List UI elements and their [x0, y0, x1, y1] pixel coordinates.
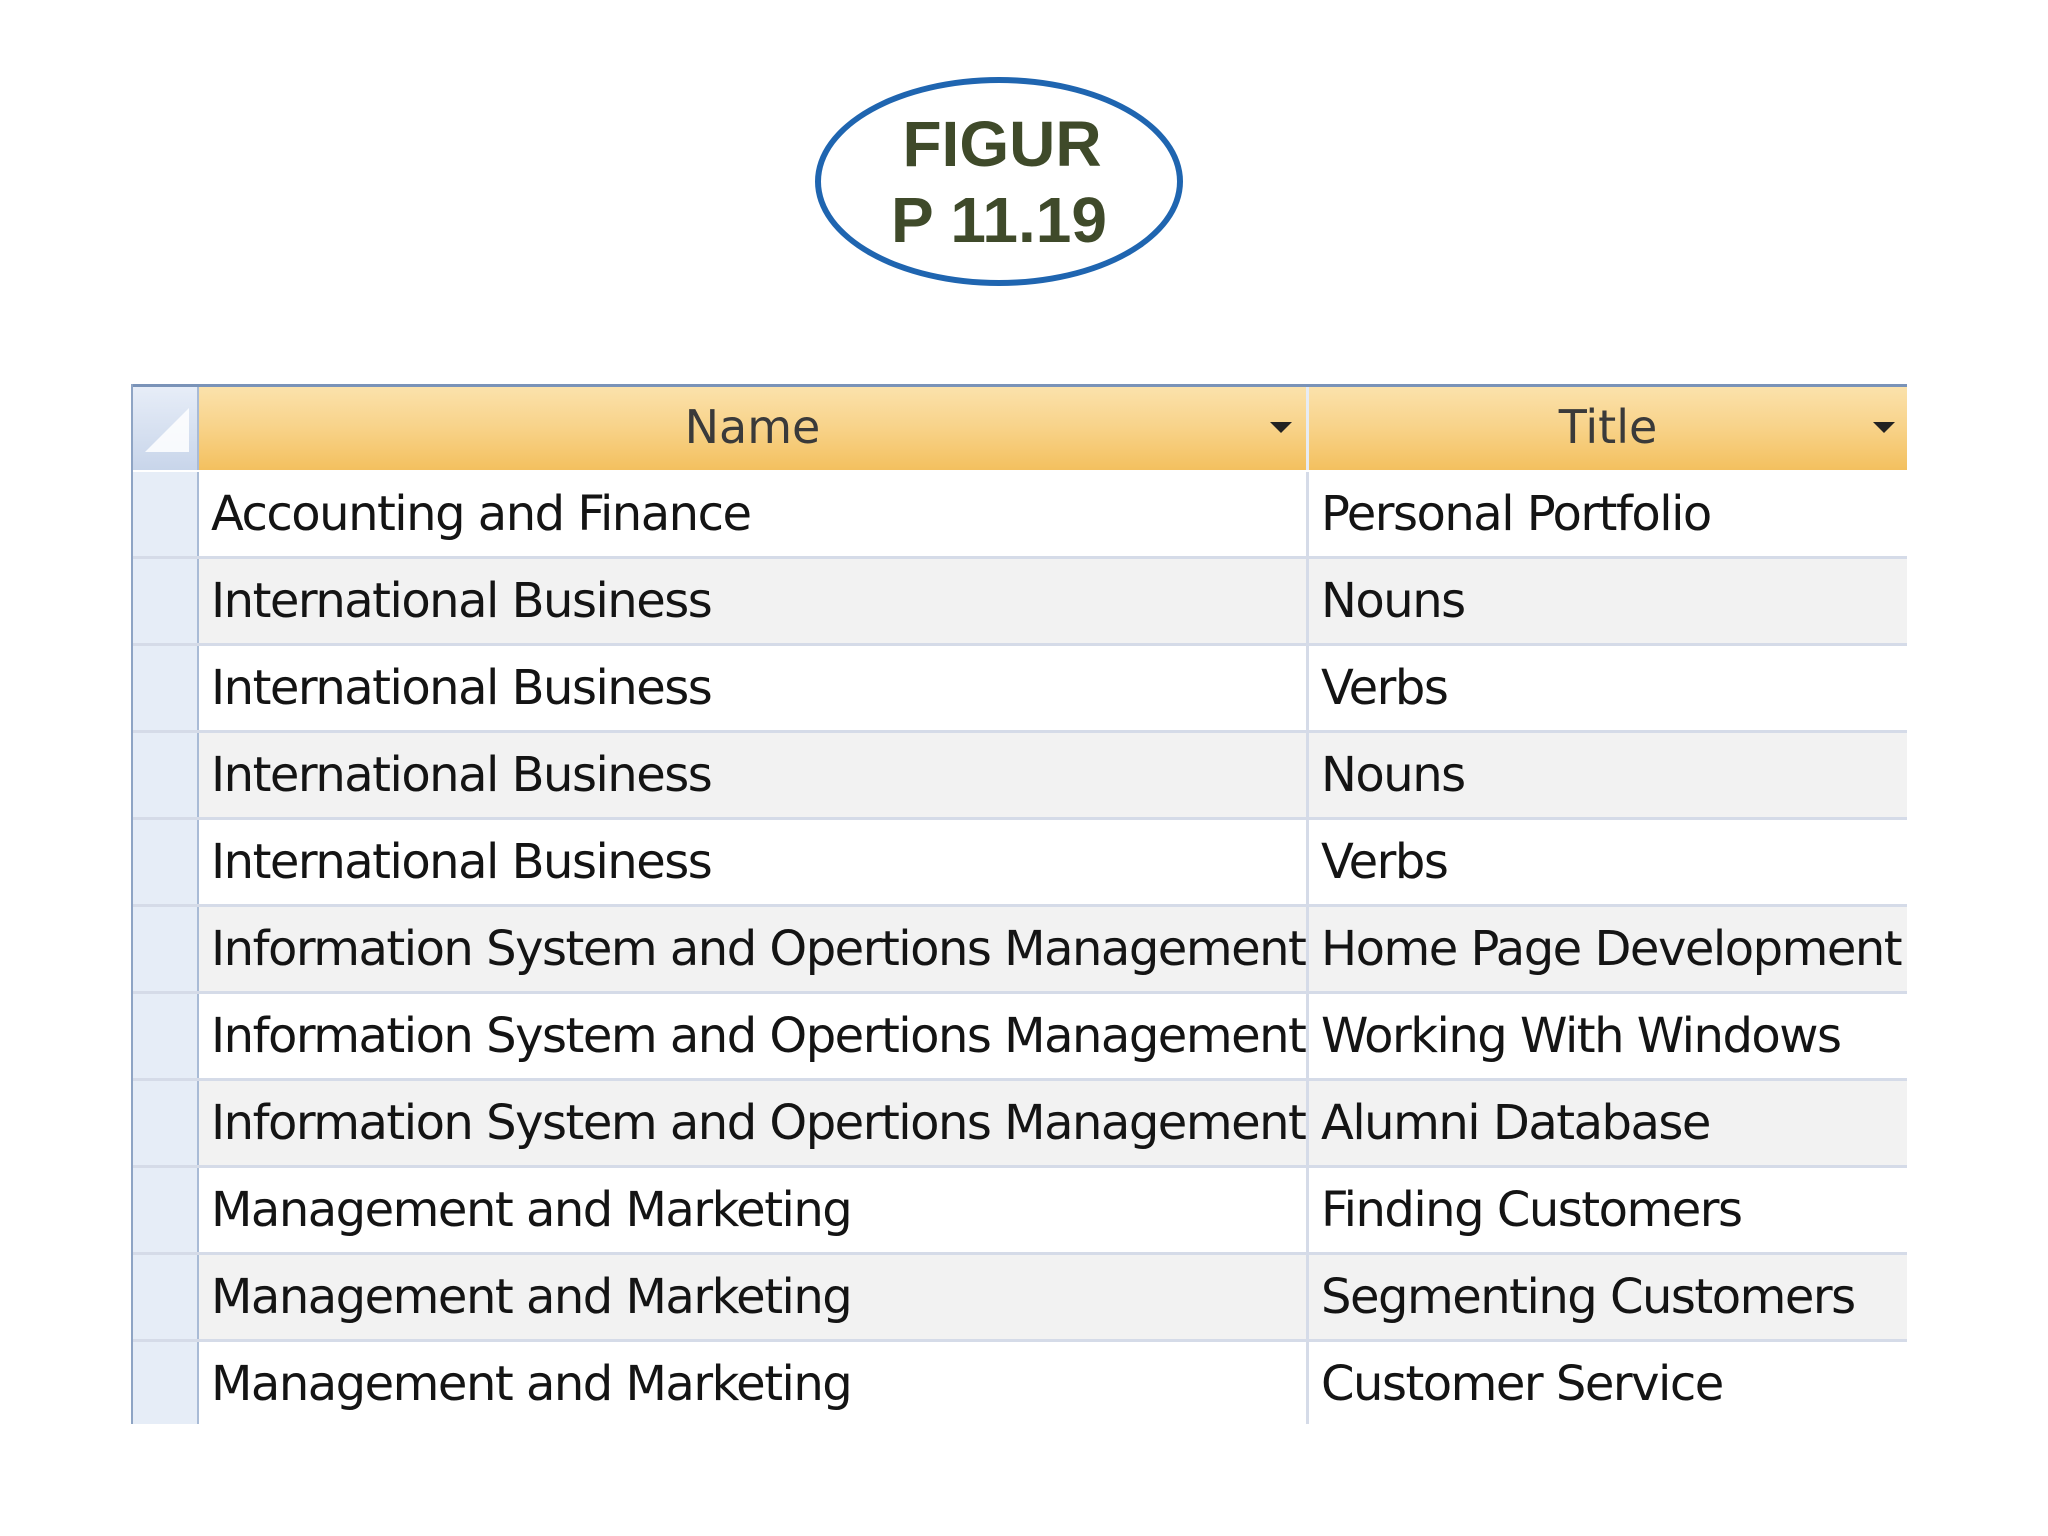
- chevron-down-icon[interactable]: [1873, 422, 1895, 433]
- column-header-title[interactable]: Title: [1309, 384, 1907, 470]
- cell-title[interactable]: Personal Portfolio: [1309, 472, 1907, 556]
- column-header-name-label: Name: [684, 400, 821, 454]
- row-selector[interactable]: [133, 907, 199, 991]
- cell-title[interactable]: Nouns: [1309, 733, 1907, 817]
- chevron-down-icon[interactable]: [1270, 422, 1292, 433]
- row-selector[interactable]: [133, 1168, 199, 1252]
- table-row: International Business Nouns: [133, 733, 1907, 820]
- figure-label-line-2: P 11.19: [891, 183, 1107, 256]
- row-selector[interactable]: [133, 646, 199, 730]
- cell-name[interactable]: Information System and Opertions Managem…: [199, 907, 1309, 991]
- cell-title[interactable]: Working With Windows: [1309, 994, 1907, 1078]
- table-row: International Business Verbs: [133, 646, 1907, 733]
- cell-title[interactable]: Customer Service: [1309, 1342, 1907, 1424]
- cell-title[interactable]: Segmenting Customers: [1309, 1255, 1907, 1339]
- figure-label-line-1: FIGUR: [902, 107, 1102, 180]
- table-row: Information System and Opertions Managem…: [133, 1081, 1907, 1168]
- select-all-triangle-icon: [145, 408, 189, 452]
- cell-title[interactable]: Alumni Database: [1309, 1081, 1907, 1165]
- datasheet-header-row: Name Title: [133, 384, 1907, 470]
- cell-title[interactable]: Finding Customers: [1309, 1168, 1907, 1252]
- cell-name[interactable]: International Business: [199, 820, 1309, 904]
- figure-label-badge: FIGUR P 11.19: [815, 77, 1183, 286]
- table-row: Accounting and Finance Personal Portfoli…: [133, 472, 1907, 559]
- cell-name[interactable]: Management and Marketing: [199, 1255, 1309, 1339]
- table-row: International Business Verbs: [133, 820, 1907, 907]
- cell-name[interactable]: Information System and Opertions Managem…: [199, 994, 1309, 1078]
- select-all-corner[interactable]: [133, 384, 199, 470]
- row-selector[interactable]: [133, 1081, 199, 1165]
- cell-name[interactable]: International Business: [199, 559, 1309, 643]
- row-selector[interactable]: [133, 994, 199, 1078]
- column-header-name[interactable]: Name: [199, 384, 1309, 470]
- column-header-title-label: Title: [1558, 400, 1658, 454]
- cell-title[interactable]: Home Page Development: [1309, 907, 1907, 991]
- cell-name[interactable]: Management and Marketing: [199, 1342, 1309, 1424]
- row-selector[interactable]: [133, 1255, 199, 1339]
- table-row: Information System and Opertions Managem…: [133, 907, 1907, 994]
- row-selector[interactable]: [133, 559, 199, 643]
- table-row: International Business Nouns: [133, 559, 1907, 646]
- row-selector[interactable]: [133, 733, 199, 817]
- cell-title[interactable]: Verbs: [1309, 646, 1907, 730]
- cell-name[interactable]: Management and Marketing: [199, 1168, 1309, 1252]
- cell-name[interactable]: Accounting and Finance: [199, 472, 1309, 556]
- cell-name[interactable]: International Business: [199, 733, 1309, 817]
- row-selector[interactable]: [133, 1342, 199, 1424]
- cell-name[interactable]: Information System and Opertions Managem…: [199, 1081, 1309, 1165]
- table-row: Management and Marketing Finding Custome…: [133, 1168, 1907, 1255]
- datasheet-grid: Name Title Accounting and Finance Person…: [131, 384, 1907, 1424]
- table-row: Management and Marketing Customer Servic…: [133, 1342, 1907, 1424]
- row-selector[interactable]: [133, 472, 199, 556]
- cell-title[interactable]: Nouns: [1309, 559, 1907, 643]
- table-row: Information System and Opertions Managem…: [133, 994, 1907, 1081]
- cell-title[interactable]: Verbs: [1309, 820, 1907, 904]
- row-selector[interactable]: [133, 820, 199, 904]
- table-row: Management and Marketing Segmenting Cust…: [133, 1255, 1907, 1342]
- cell-name[interactable]: International Business: [199, 646, 1309, 730]
